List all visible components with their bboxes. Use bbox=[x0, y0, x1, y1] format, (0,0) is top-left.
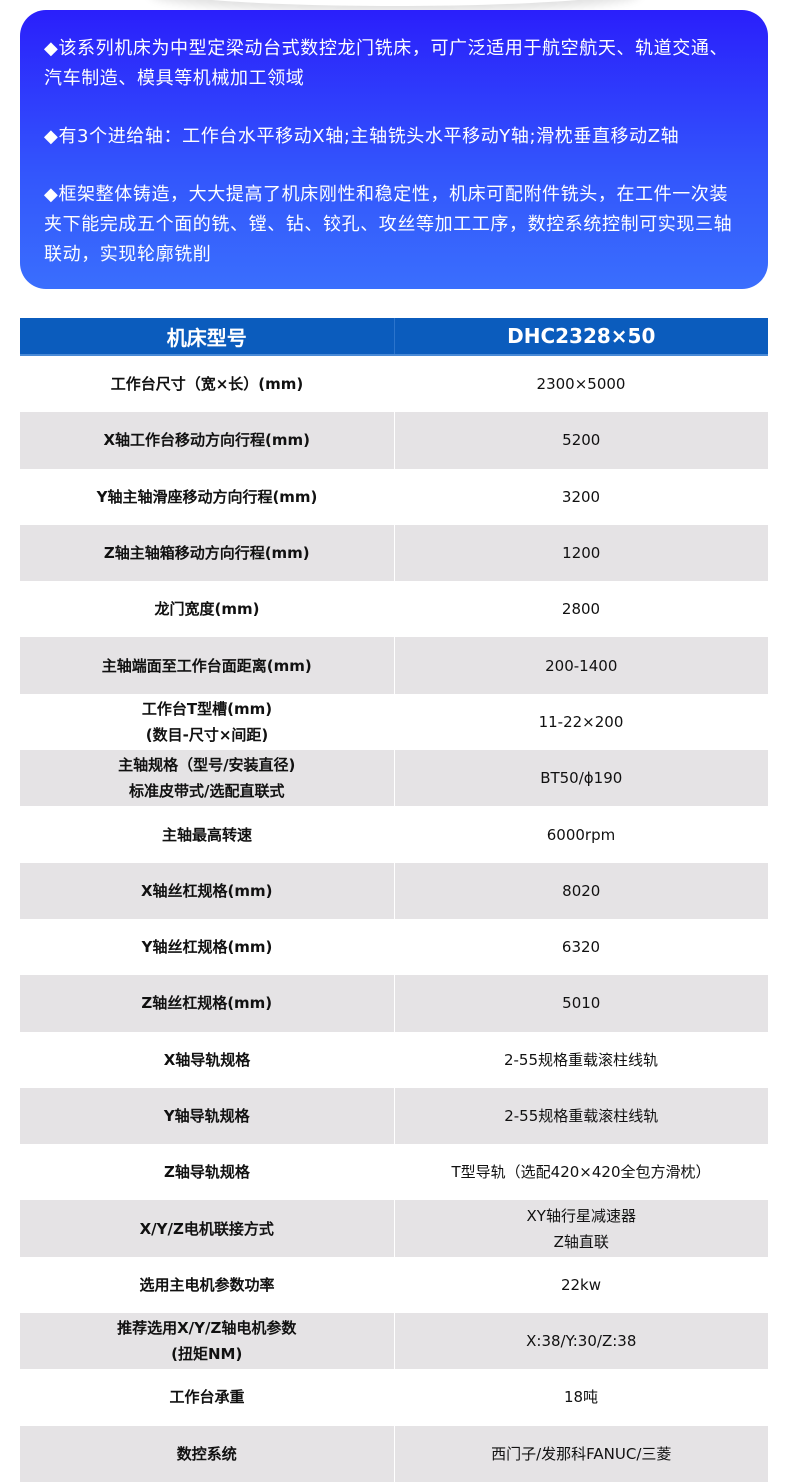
table-row: Z轴主轴箱移动方向行程(mm) 1200 bbox=[20, 524, 768, 582]
header-model-value: DHC2328×50 bbox=[393, 318, 768, 355]
spec-name: X轴工作台移动方向行程(mm) bbox=[20, 412, 395, 469]
table-row: 工作台尺寸（宽×长）(mm) 2300×5000 bbox=[20, 355, 768, 412]
table-row: X轴丝杠规格(mm) 8020 bbox=[20, 862, 768, 919]
spec-value: 11-22×200 bbox=[538, 712, 624, 731]
spec-value: XY轴行星减速器 Z轴直联 bbox=[394, 1200, 768, 1257]
table-row: Y轴主轴滑座移动方向行程(mm) 3200 bbox=[20, 469, 768, 525]
spec-name: X轴导轨规格 bbox=[163, 1050, 251, 1069]
spec-name: Y轴主轴滑座移动方向行程(mm) bbox=[96, 487, 318, 506]
intro-card: ◆该系列机床为中型定梁动台式数控龙门铣床，可广泛适用于航空航天、轨道交通、汽车制… bbox=[20, 10, 768, 289]
spec-name: 数控系统 bbox=[20, 1425, 395, 1482]
spec-name: X/Y/Z电机联接方式 bbox=[20, 1200, 395, 1257]
spec-value: 8020 bbox=[394, 862, 768, 919]
table-row: 推荐选用X/Y/Z轴电机参数 (扭矩NM) X:38/Y:30/Z:38 bbox=[20, 1313, 768, 1370]
spec-value: 6320 bbox=[561, 938, 601, 957]
spec-value: 3200 bbox=[561, 487, 601, 506]
spec-value: 2300×5000 bbox=[536, 375, 626, 394]
spec-name: 推荐选用X/Y/Z轴电机参数 (扭矩NM) bbox=[20, 1313, 395, 1370]
spec-value: 1200 bbox=[394, 524, 768, 582]
table-row: 选用主电机参数功率 22kw bbox=[20, 1257, 768, 1313]
spec-name: 工作台承重 bbox=[169, 1388, 245, 1407]
table-row: 主轴端面至工作台面距离(mm) 200-1400 bbox=[20, 637, 768, 694]
intro-paragraph: ◆框架整体铸造，大大提高了机床刚性和稳定性，机床可配附件铣头，在工件一次装夹下能… bbox=[44, 184, 733, 265]
table-row: 数控系统 西门子/发那科FANUC/三菱 bbox=[20, 1425, 768, 1482]
spec-name: Z轴导轨规格 bbox=[164, 1163, 250, 1182]
table-row: 主轴规格（型号/安装直径) 标准皮带式/选配直联式 BT50/ϕ190 bbox=[20, 750, 768, 807]
table-row: X轴工作台移动方向行程(mm) 5200 bbox=[20, 412, 768, 469]
spec-value: 18吨 bbox=[563, 1388, 599, 1407]
table-row: X/Y/Z电机联接方式 XY轴行星减速器 Z轴直联 bbox=[20, 1200, 768, 1257]
spec-value: 5010 bbox=[394, 975, 768, 1032]
spec-name: 工作台T型槽(mm) (数目-尺寸×间距) bbox=[141, 699, 273, 744]
spec-value: 西门子/发那科FANUC/三菱 bbox=[394, 1425, 768, 1482]
spec-value: BT50/ϕ190 bbox=[394, 750, 768, 807]
spec-name: Y轴丝杠规格(mm) bbox=[141, 938, 273, 957]
spec-name: Z轴主轴箱移动方向行程(mm) bbox=[20, 524, 395, 582]
top-image-shadow bbox=[150, 0, 640, 6]
spec-name: X轴丝杠规格(mm) bbox=[20, 862, 395, 919]
spec-table: 机床型号 DHC2328×50 工作台尺寸（宽×长）(mm) 2300×5000 X… bbox=[20, 318, 768, 1482]
spec-value: 5200 bbox=[394, 412, 768, 469]
spec-name: 工作台尺寸（宽×长）(mm) bbox=[110, 375, 304, 394]
table-row: 主轴最高转速 6000rpm bbox=[20, 806, 768, 862]
spec-name: Z轴丝杠规格(mm) bbox=[20, 975, 395, 1032]
spec-value: 200-1400 bbox=[394, 637, 768, 694]
spec-value: X:38/Y:30/Z:38 bbox=[394, 1313, 768, 1370]
spec-name: Y轴导轨规格 bbox=[20, 1087, 395, 1145]
spec-value: 22kw bbox=[560, 1275, 602, 1294]
intro-paragraph: ◆该系列机床为中型定梁动台式数控龙门铣床，可广泛适用于航空航天、轨道交通、汽车制… bbox=[44, 38, 729, 89]
table-row: 龙门宽度(mm) 2800 bbox=[20, 581, 768, 637]
spec-value: 6000rpm bbox=[546, 825, 616, 844]
table-row: Y轴丝杠规格(mm) 6320 bbox=[20, 919, 768, 975]
table-row: 工作台T型槽(mm) (数目-尺寸×间距) 11-22×200 bbox=[20, 694, 768, 750]
spec-value: T型导轨（选配420×420全包方滑枕） bbox=[451, 1163, 711, 1182]
spec-name: 选用主电机参数功率 bbox=[139, 1275, 275, 1294]
header-model-label: 机床型号 bbox=[20, 318, 394, 355]
table-row: Y轴导轨规格 2-55规格重载滚柱线轨 bbox=[20, 1087, 768, 1145]
table-row: 工作台承重 18吨 bbox=[20, 1369, 768, 1425]
spec-value: 2-55规格重载滚柱线轨 bbox=[394, 1087, 768, 1145]
spec-name: 主轴规格（型号/安装直径) 标准皮带式/选配直联式 bbox=[20, 750, 395, 807]
spec-name: 主轴端面至工作台面距离(mm) bbox=[20, 637, 395, 694]
table-row: Z轴丝杠规格(mm) 5010 bbox=[20, 975, 768, 1032]
spec-value: 2-55规格重载滚柱线轨 bbox=[503, 1050, 659, 1069]
intro-paragraph: ◆有3个进给轴：工作台水平移动X轴;主轴铣头水平移动Y轴;滑枕垂直移动Z轴 bbox=[44, 126, 680, 147]
table-header-row: 机床型号 DHC2328×50 bbox=[20, 318, 768, 355]
table-row: X轴导轨规格 2-55规格重载滚柱线轨 bbox=[20, 1032, 768, 1088]
spec-value: 2800 bbox=[561, 600, 601, 619]
spec-name: 龙门宽度(mm) bbox=[154, 600, 260, 619]
table-row: Z轴导轨规格 T型导轨（选配420×420全包方滑枕） bbox=[20, 1144, 768, 1200]
spec-name: 主轴最高转速 bbox=[161, 825, 252, 844]
